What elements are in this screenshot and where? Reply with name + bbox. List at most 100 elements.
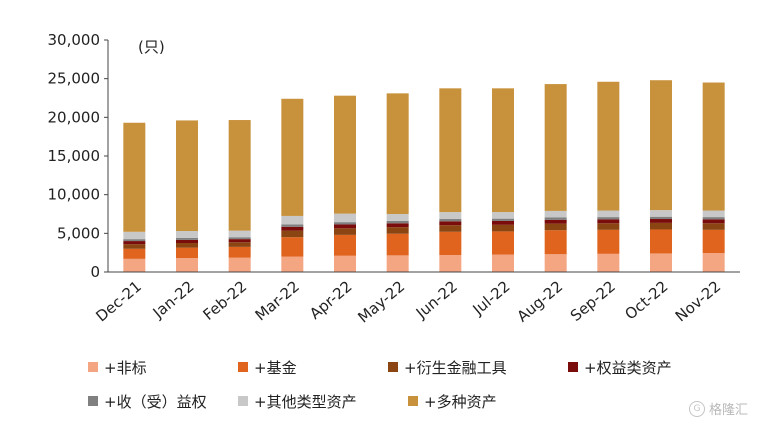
bar-segment-series-1 xyxy=(597,229,620,254)
y-tick-label: 5,000 xyxy=(57,224,100,242)
bar-segment-series-3 xyxy=(123,241,146,245)
legend-item: +收（受）益权 xyxy=(88,391,238,412)
bar-stack-may-22 xyxy=(386,93,409,272)
bar-segment-series-3 xyxy=(439,221,462,226)
bar-segment-series-4 xyxy=(228,237,251,240)
y-tick-label: 25,000 xyxy=(48,70,101,88)
bar-segment-series-1 xyxy=(650,229,672,254)
legend: +非标 +基金 +衍生金融工具 +权益类资产 +收（受）益权 +其他类型资产 +多种资产 xyxy=(88,350,728,418)
x-tick-label: Dec-21 xyxy=(92,277,145,325)
legend-swatch xyxy=(238,362,248,372)
bar-segment-series-5 xyxy=(650,210,672,217)
bar-segment-series-0 xyxy=(597,253,620,272)
bar-segment-series-6 xyxy=(544,84,567,211)
watermark-text: 格隆汇 xyxy=(708,403,748,418)
x-tick-label: Apr-22 xyxy=(306,277,355,323)
bar-segment-series-6 xyxy=(228,120,251,231)
bar-segment-series-2 xyxy=(650,222,672,230)
bar-segment-series-4 xyxy=(386,220,409,224)
legend-item: +权益类资产 xyxy=(568,357,728,378)
bar-segment-series-3 xyxy=(334,224,356,229)
legend-item: +其他类型资产 xyxy=(238,391,408,412)
x-tick-label: May-22 xyxy=(354,277,408,326)
bar-segment-series-5 xyxy=(702,210,725,218)
legend-label: +收（受）益权 xyxy=(104,392,207,411)
bar-segment-series-4 xyxy=(123,239,146,242)
bar-segment-series-2 xyxy=(228,242,251,247)
legend-swatch xyxy=(388,362,398,372)
bar-segment-series-2 xyxy=(702,223,725,230)
bar-segment-series-0 xyxy=(123,258,146,272)
bar-segment-series-3 xyxy=(228,239,251,243)
bar-segment-series-2 xyxy=(123,244,146,249)
bar-segment-series-4 xyxy=(439,219,462,222)
bar-stack-aug-22 xyxy=(544,84,567,272)
bar-segment-series-0 xyxy=(702,253,725,272)
bar-segment-series-3 xyxy=(386,223,409,228)
watermark: G 格隆汇 xyxy=(688,399,748,418)
legend-item: +多种资产 xyxy=(408,391,608,412)
bar-segment-series-0 xyxy=(439,254,462,272)
bar-segment-series-3 xyxy=(281,226,304,231)
bar-stack-oct-22 xyxy=(650,80,672,272)
bar-segment-series-3 xyxy=(492,220,514,225)
bar-stack-sep-22 xyxy=(597,81,620,272)
x-tick-label: Mar-22 xyxy=(252,277,303,324)
bar-segment-series-3 xyxy=(544,219,567,224)
bar-segment-series-0 xyxy=(492,254,514,272)
bar-stack-jun-22 xyxy=(439,88,462,272)
legend-label: +非标 xyxy=(104,358,147,377)
watermark-logo-icon: G xyxy=(688,400,705,417)
x-tick-label: Feb-22 xyxy=(200,277,251,324)
bar-segment-series-2 xyxy=(439,225,462,232)
bar-segment-series-4 xyxy=(544,217,567,220)
bar-segment-series-4 xyxy=(176,237,198,240)
y-tick-label: 20,000 xyxy=(48,108,101,126)
bar-segment-series-1 xyxy=(228,246,251,258)
bar-segment-series-2 xyxy=(544,223,567,231)
legend-swatch xyxy=(88,396,98,406)
legend-label: +多种资产 xyxy=(424,392,497,411)
stacked-bar-chart: 0 5,000 10,000 15,000 20,000 25,000 30,000 Dec… xyxy=(48,31,740,327)
bar-segment-series-1 xyxy=(281,237,304,257)
legend-item: +衍生金融工具 xyxy=(388,357,568,378)
bar-segment-series-1 xyxy=(492,231,514,255)
bar-segment-series-2 xyxy=(176,243,198,248)
bar-segment-series-0 xyxy=(544,254,567,272)
bar-segment-series-5 xyxy=(334,213,356,223)
x-tick-label: Sep-22 xyxy=(567,277,619,325)
bar-segment-series-6 xyxy=(597,81,620,211)
bar-segment-series-6 xyxy=(123,122,146,232)
bar-segment-series-5 xyxy=(386,214,409,221)
bar-segment-series-0 xyxy=(650,253,672,272)
bar-segment-series-4 xyxy=(492,218,514,221)
bar-segment-series-6 xyxy=(492,88,514,213)
y-tick-label: 30,000 xyxy=(48,31,101,49)
legend-swatch xyxy=(238,396,248,406)
bar-segment-series-3 xyxy=(702,219,725,224)
bar-stack-mar-22 xyxy=(281,98,304,272)
bar-segment-series-4 xyxy=(334,222,356,225)
bar-segment-series-5 xyxy=(544,210,567,218)
bar-segment-series-6 xyxy=(334,95,356,214)
bar-segment-series-5 xyxy=(123,231,146,240)
bar-segment-series-4 xyxy=(281,224,304,227)
bar-segment-series-1 xyxy=(544,230,567,255)
legend-item: +基金 xyxy=(238,357,388,378)
legend-swatch xyxy=(408,396,418,406)
bar-segment-series-1 xyxy=(702,229,725,254)
bar-stack-apr-22 xyxy=(334,95,356,272)
bar-segment-series-0 xyxy=(176,258,198,272)
bar-segment-series-5 xyxy=(228,230,251,238)
bar-segment-series-1 xyxy=(176,247,198,259)
legend-label: +衍生金融工具 xyxy=(404,358,507,377)
bar-segment-series-6 xyxy=(176,120,198,232)
bar-segment-series-6 xyxy=(650,80,672,211)
bar-segment-series-2 xyxy=(334,228,356,235)
bar-segment-series-2 xyxy=(597,223,620,230)
bar-segment-series-3 xyxy=(650,219,672,223)
bar-stack-nov-22 xyxy=(702,82,725,272)
legend-swatch xyxy=(88,362,98,372)
bar-stack-jan-22 xyxy=(176,120,198,272)
bar-segment-series-5 xyxy=(439,212,462,220)
